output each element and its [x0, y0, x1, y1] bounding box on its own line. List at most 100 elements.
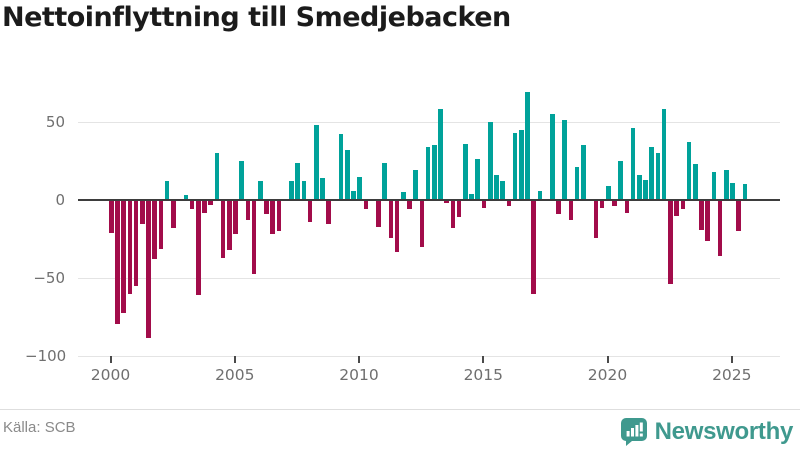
logo-exclamation-dot: [639, 433, 643, 437]
footer: Källa: SCB Newsworthy: [0, 409, 800, 450]
y-axis-label: −100: [25, 347, 67, 366]
bar: [214, 153, 220, 200]
bar: [400, 192, 406, 200]
x-axis-label-2010: 2010: [339, 366, 379, 384]
chart-title: Nettoinflyttning till Smedjebacken: [2, 2, 511, 33]
bar: [475, 159, 481, 200]
bar: [531, 200, 536, 294]
bar: [407, 200, 412, 210]
bar: [494, 175, 499, 200]
bar: [388, 200, 394, 238]
bar: [326, 200, 331, 224]
bar: [655, 153, 661, 200]
x-axis-tick-2005: [233, 356, 236, 364]
x-axis-label-2020: 2020: [587, 366, 628, 384]
bar: [425, 146, 431, 200]
bar: [394, 200, 400, 252]
bar: [624, 200, 630, 213]
bar: [171, 200, 176, 229]
bar: [463, 143, 468, 200]
x-axis-label-2000: 2000: [90, 366, 131, 384]
bar: [276, 200, 282, 232]
x-axis-label-2015: 2015: [463, 366, 504, 384]
bar: [661, 109, 667, 200]
bar: [245, 200, 251, 221]
bar: [438, 109, 443, 200]
bar: [363, 200, 369, 210]
bar: [313, 125, 319, 200]
x-axis-label-2005: 2005: [215, 366, 255, 384]
bar: [525, 92, 530, 200]
bar: [637, 175, 642, 200]
bar: [357, 176, 363, 200]
bar: [450, 200, 456, 229]
bar: [295, 162, 300, 200]
bar: [382, 162, 387, 200]
y-axis-label: 0: [55, 191, 65, 209]
bar: [146, 200, 151, 338]
bar: [239, 160, 244, 200]
bar: [699, 200, 704, 230]
zero-axis-line: [78, 199, 780, 201]
gridline-y--100: [78, 356, 780, 358]
newsworthy-logo-text: Newsworthy: [654, 417, 794, 445]
bar: [320, 178, 325, 200]
plot-area: 50 0 −50 −100 2000 2005 2010 2015 2020 2025: [25, 92, 780, 384]
bar: [183, 195, 189, 200]
bar: [742, 184, 748, 200]
bar: [220, 200, 226, 258]
bar: [202, 200, 207, 213]
bar: [264, 200, 269, 215]
bar: [127, 200, 133, 294]
bar: [481, 200, 487, 208]
x-axis-tick-2000: [109, 356, 112, 364]
bar: [140, 200, 145, 224]
bar: [630, 128, 636, 200]
bar: [432, 145, 437, 200]
bar: [301, 181, 307, 200]
bar: [705, 200, 710, 241]
x-axis-tick-2010: [358, 356, 360, 364]
bar: [562, 120, 568, 200]
bar: [692, 164, 698, 200]
x-axis-label-2025: 2025: [712, 366, 752, 384]
bar: [730, 182, 735, 200]
bar: [643, 179, 648, 200]
newsworthy-logo: Newsworthy: [620, 417, 793, 446]
bar: [550, 114, 555, 200]
bar: [680, 200, 686, 210]
bar: [686, 142, 692, 200]
bar: [376, 200, 381, 227]
bar: [208, 200, 213, 205]
bar: [108, 200, 114, 233]
bar: [133, 200, 139, 286]
bar: [351, 190, 356, 200]
logo-exclamation-stem: [639, 422, 643, 432]
x-axis-tick-2015: [482, 356, 485, 364]
bar: [599, 200, 605, 208]
bar: [512, 132, 518, 200]
gridline-y--50: [78, 278, 780, 280]
bar: [668, 200, 673, 285]
bar: [456, 200, 462, 218]
bar: [251, 200, 257, 274]
bar: [723, 170, 729, 200]
bar: [413, 170, 418, 200]
bar: [574, 167, 580, 200]
bar: [612, 200, 617, 207]
bar: [115, 200, 120, 324]
bar: [568, 200, 574, 221]
gridline-y-50: [78, 121, 780, 123]
newsworthy-logo-icon: [620, 418, 647, 446]
bar: [581, 145, 586, 200]
bar: [289, 181, 294, 200]
bar: [164, 181, 170, 200]
bar: [444, 200, 450, 204]
bar: [500, 181, 505, 200]
bar: [121, 200, 126, 313]
bar: [158, 200, 164, 249]
bar: [736, 200, 741, 232]
bar: [270, 200, 276, 235]
bar: [195, 200, 201, 296]
